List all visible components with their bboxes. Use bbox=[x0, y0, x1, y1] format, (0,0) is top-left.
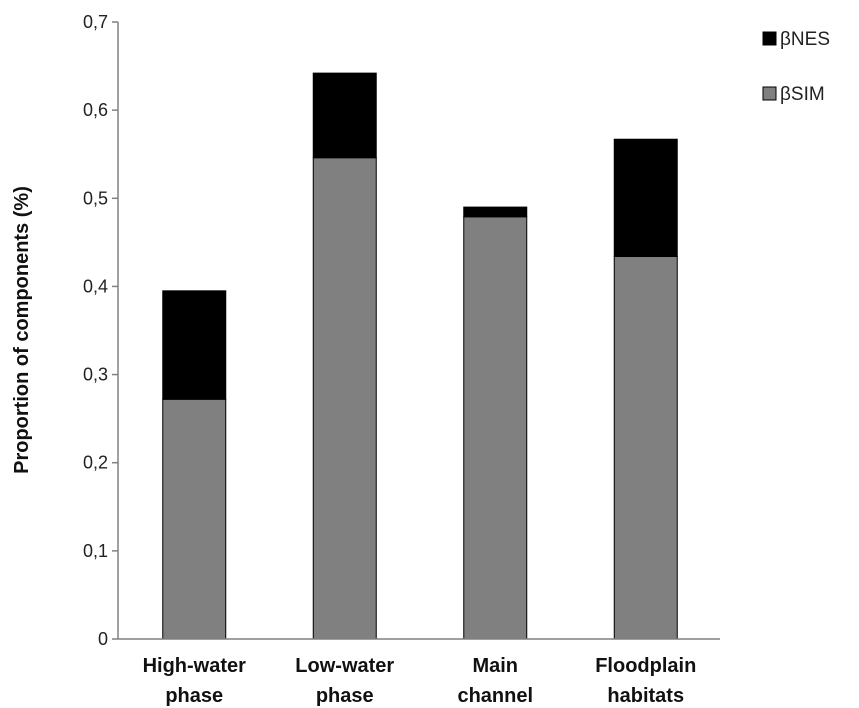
y-tick-label: 0,4 bbox=[83, 276, 108, 296]
y-tick-label: 0,5 bbox=[83, 188, 108, 208]
bar-segment bbox=[162, 290, 227, 400]
x-tick-label: Floodplain bbox=[595, 655, 696, 677]
legend: βNES βSIM bbox=[762, 29, 830, 105]
y-tick-label: 0,6 bbox=[83, 100, 108, 120]
y-tick-label: 0,2 bbox=[83, 453, 108, 473]
y-tick-label: 0,3 bbox=[83, 365, 108, 385]
x-tick-label: channel bbox=[457, 685, 533, 707]
y-axis: 0 0,1 0,2 0,3 0,4 0,5 0,6 0,7 bbox=[83, 12, 119, 649]
y-axis-title: Proportion of components (%) bbox=[11, 186, 33, 474]
x-tick-label: habitats bbox=[607, 685, 684, 707]
x-tick-label: High-water bbox=[143, 655, 247, 677]
bar-segment bbox=[613, 138, 678, 257]
y-tick-label: 0,7 bbox=[83, 12, 108, 32]
legend-swatch bbox=[762, 31, 777, 46]
bars bbox=[162, 72, 678, 640]
x-axis: High-water phase Low-water phase Main channel… bbox=[118, 638, 720, 707]
bar-segment bbox=[162, 398, 227, 640]
legend-swatch bbox=[762, 86, 777, 101]
y-tick-label: 0,1 bbox=[83, 541, 108, 561]
x-tick-label: Low-water bbox=[295, 655, 394, 677]
bar-segment bbox=[613, 255, 678, 640]
x-tick-label: phase bbox=[316, 685, 374, 707]
legend-label: βSIM bbox=[780, 84, 825, 105]
y-tick-label: 0 bbox=[98, 629, 108, 649]
bar-segment bbox=[463, 206, 528, 218]
bar-segment bbox=[312, 72, 377, 159]
x-tick-label: phase bbox=[165, 685, 223, 707]
legend-label: βNES bbox=[780, 29, 830, 50]
bar-segment bbox=[312, 157, 377, 640]
bar-segment bbox=[463, 216, 528, 640]
x-tick-label: Main bbox=[472, 655, 518, 677]
